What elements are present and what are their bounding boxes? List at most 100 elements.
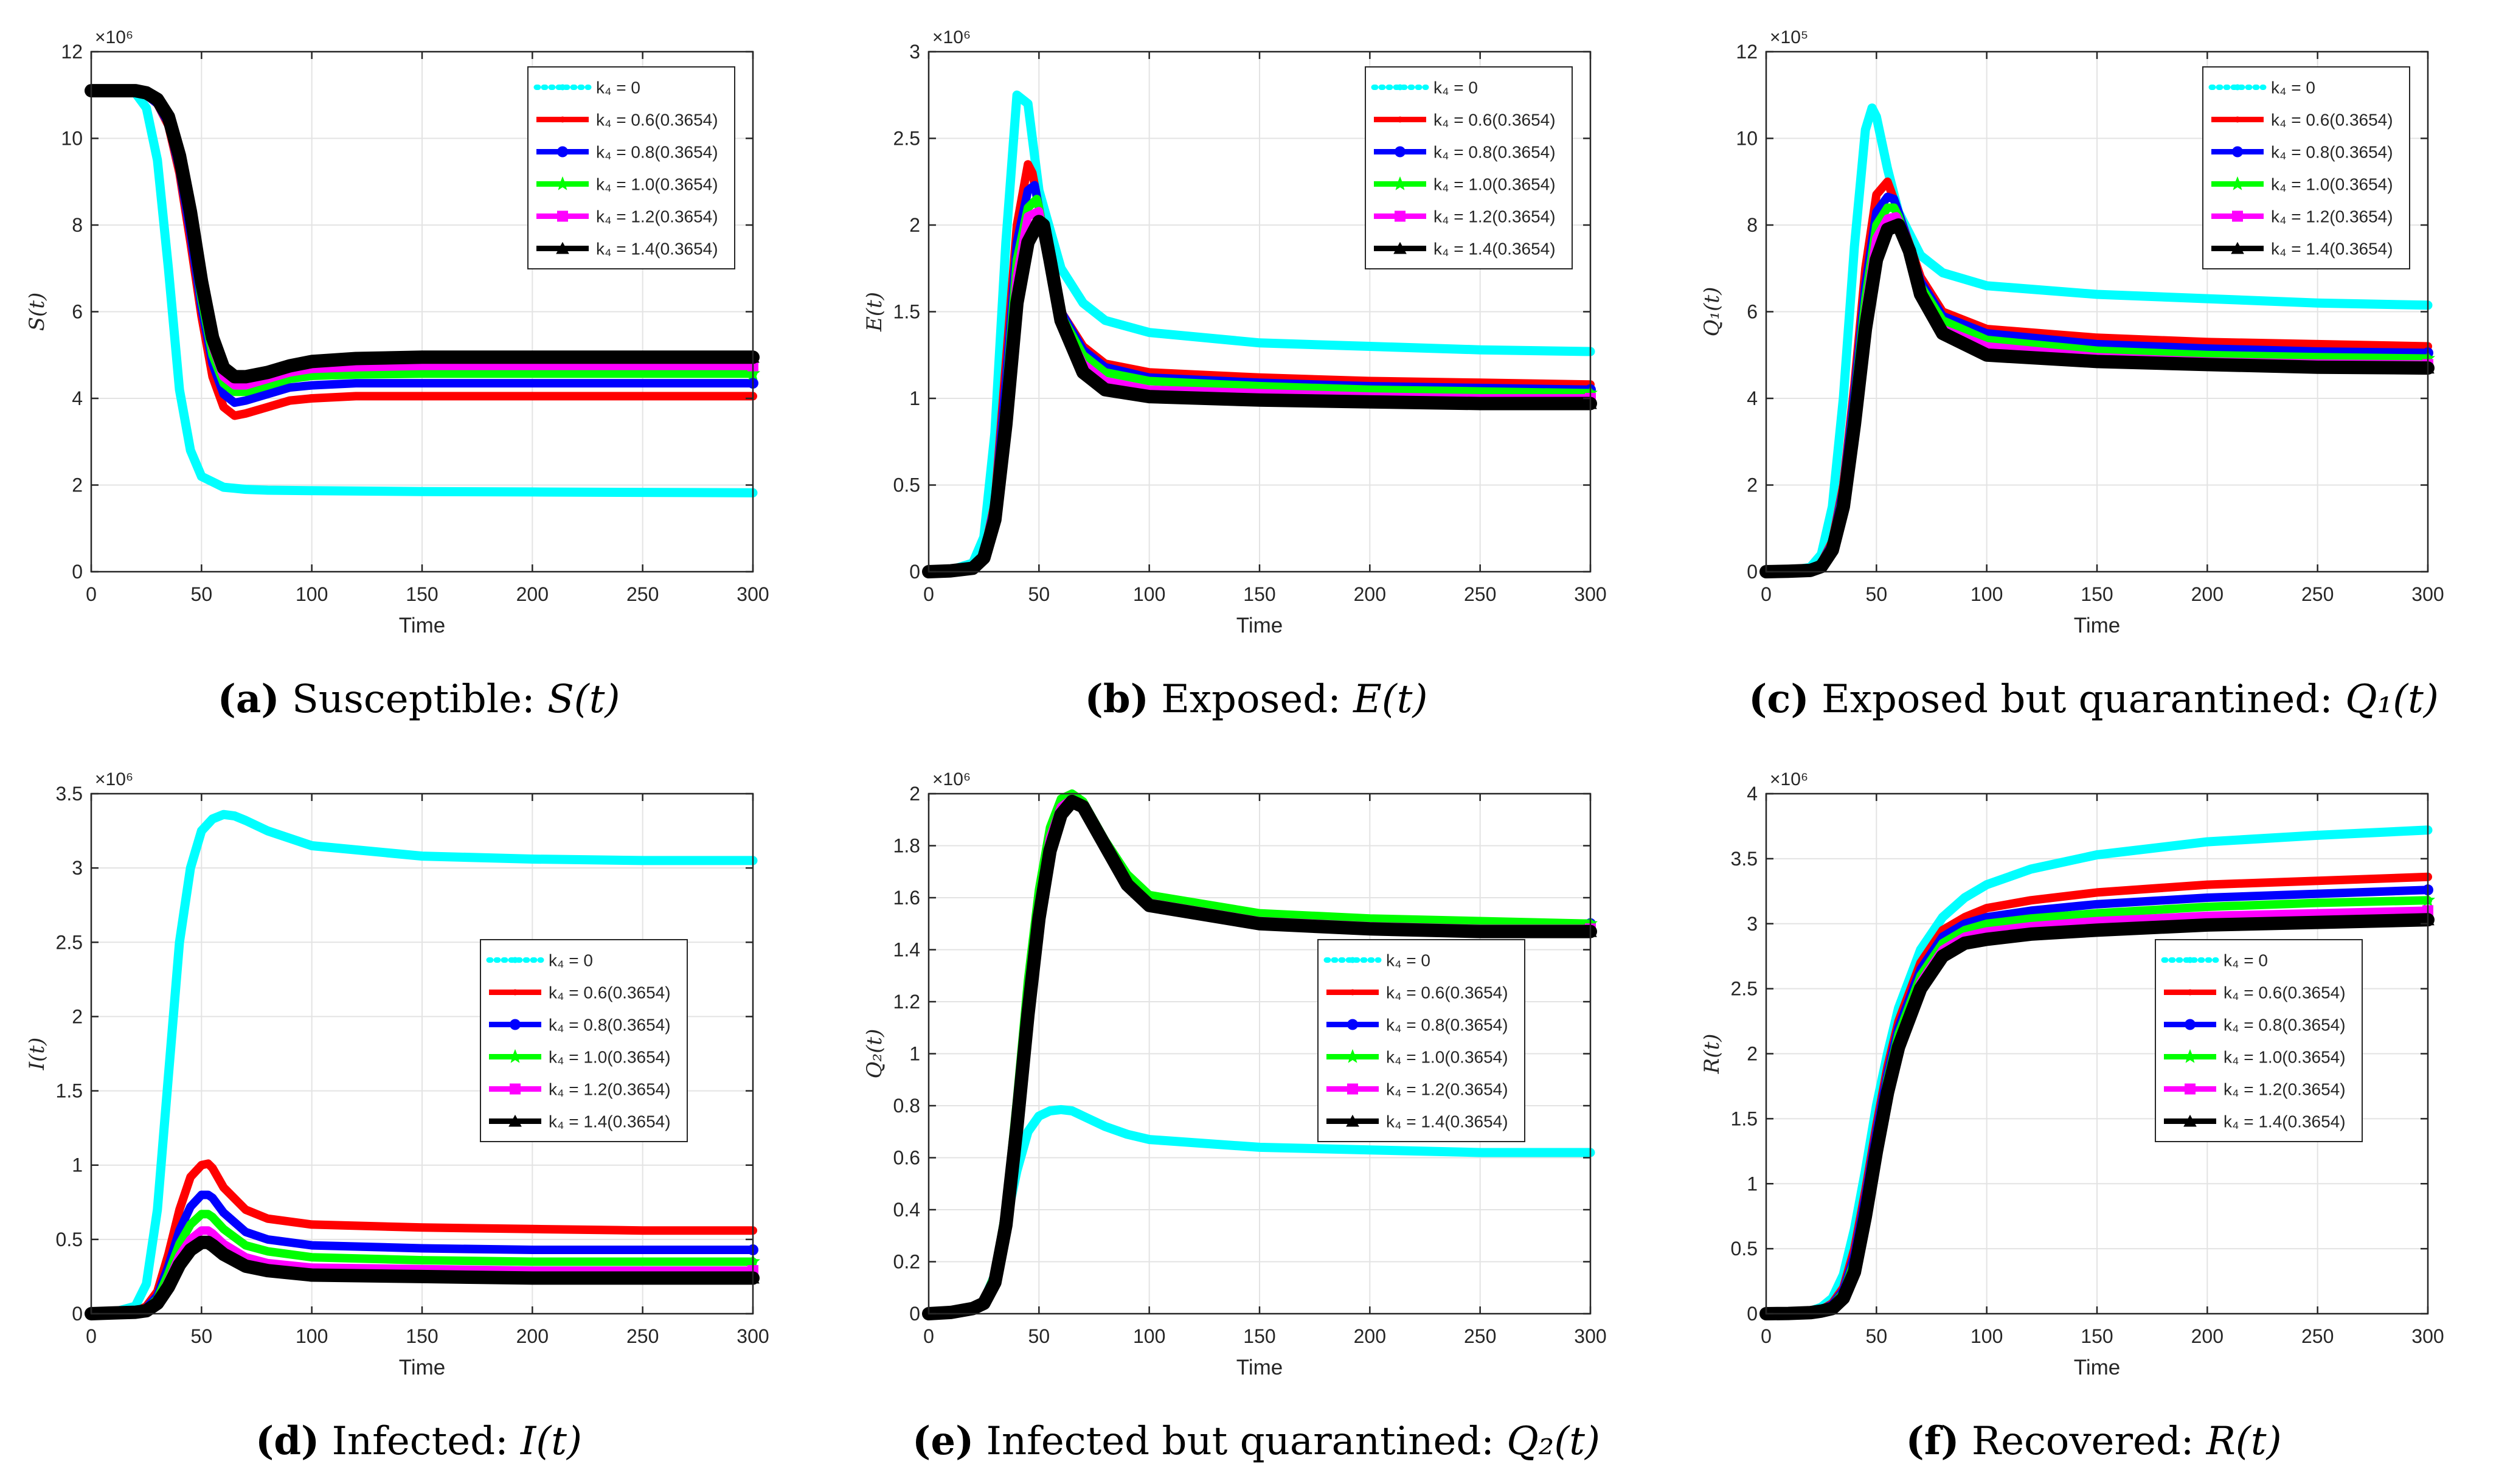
legend-box <box>527 66 735 269</box>
tick-label-y: 0 <box>1747 561 1758 583</box>
tick-label-y: 3 <box>909 41 920 63</box>
chart-recovered: 0 50 100 150 200 250 300 0 0.5 1 1.5 2 2.5 3 3.5 4 ×10⁶ T… <box>1700 769 2444 1379</box>
x-axis-label: Time <box>399 1356 445 1379</box>
legend: k₄ = 0 k₄ = 0.6(0.3654) k₄ = 0.8(0.3654) k₄… <box>1317 939 1525 1142</box>
marker-triangle <box>2231 241 2244 254</box>
legend-entry-label: k₄ = 0.8(0.3654) <box>596 143 718 162</box>
legend-entry-label: k₄ = 1.2(0.3654) <box>2271 207 2393 226</box>
marker-dot <box>512 957 518 963</box>
legend-entry-label: k₄ = 0 <box>1433 78 1478 97</box>
marker-circle <box>1347 1019 1358 1030</box>
legend-entry-label: k₄ = 0.8(0.3654) <box>1433 143 1556 162</box>
tick-label-y: 3 <box>1747 913 1758 935</box>
legend-entry-label: k₄ = 1.0(0.3654) <box>2224 1048 2346 1067</box>
series-group <box>85 84 760 498</box>
series-group <box>922 90 1598 578</box>
tick-label-x: 50 <box>1028 1325 1050 1347</box>
tick-label-y: 1.4 <box>893 939 920 961</box>
legend-entry-label: k₄ = 0.8(0.3654) <box>549 1016 671 1035</box>
marker-circle <box>557 146 568 158</box>
tick-label-x: 0 <box>923 583 934 605</box>
caption-d: (d) Infected: I(t) <box>0 1418 837 1464</box>
legend: k₄ = 0 k₄ = 0.6(0.3654) k₄ = 0.8(0.3654) k₄… <box>480 939 688 1142</box>
legend-entry-label: k₄ = 0.6(0.3654) <box>549 983 671 1002</box>
tick-label-x: 50 <box>1866 583 1888 605</box>
tick-label-y: 2.5 <box>893 128 920 150</box>
x-axis-label: Time <box>2074 614 2120 637</box>
caption-text: Exposed: <box>1161 677 1341 722</box>
tick-label-x: 100 <box>296 1325 328 1347</box>
marker-circle <box>2185 1019 2196 1030</box>
marker-dot <box>512 989 518 996</box>
caption-text: Infected but quarantined: <box>986 1419 1494 1464</box>
tick-label-y: 8 <box>72 214 83 236</box>
series-line <box>922 215 1597 578</box>
ticks: 0 50 100 150 200 250 300 0 2 4 6 8 10 12 <box>1736 41 2444 605</box>
marker-dot <box>1350 989 1356 996</box>
tick-label-y: 10 <box>1736 128 1758 150</box>
tick-label-y: 1.2 <box>893 991 920 1013</box>
tick-label-x: 250 <box>1464 1325 1496 1347</box>
tick-label-x: 250 <box>2301 583 2334 605</box>
series-line <box>1759 218 2435 578</box>
tick-label-y: 0.5 <box>893 474 920 496</box>
caption-text: Susceptible: <box>291 677 535 722</box>
tick-label-x: 250 <box>2301 1325 2334 1347</box>
marker-dot <box>1350 957 1356 963</box>
legend-entry-label: k₄ = 1.4(0.3654) <box>2224 1112 2346 1131</box>
ticks: 0 50 100 150 200 250 300 0 0.5 1 1.5 2 2.5 3 3.5 4 <box>1731 783 2444 1347</box>
tick-label-x: 100 <box>296 583 328 605</box>
tick-label-y: 6 <box>72 301 83 323</box>
tick-label-x: 300 <box>737 583 769 605</box>
series-line <box>85 1235 760 1320</box>
tick-label-y: 3.5 <box>1731 848 1758 870</box>
marker-square <box>1395 210 1406 222</box>
marker-square <box>1347 1083 1358 1095</box>
panel-a: 0 50 100 150 200 250 300 0 2 4 6 8 10 12 ×10⁶ Time S(t) k… <box>0 0 837 742</box>
tick-label-x: 200 <box>2191 583 2224 605</box>
caption-c: (c) Exposed but quarantined: Q₁(t) <box>1675 676 2512 722</box>
tick-label-x: 200 <box>516 583 549 605</box>
legend-entry-label: k₄ = 1.2(0.3654) <box>2224 1080 2346 1099</box>
marker-triangle <box>1393 241 1407 254</box>
series-group <box>1759 825 2435 1320</box>
tick-label-x: 50 <box>1028 583 1050 605</box>
marker-dot <box>560 116 566 123</box>
chart-exposed: 0 50 100 150 200 250 300 0 0.5 1 1.5 2 2.5 3 ×10⁶ Time E… <box>862 27 1607 637</box>
tick-label-y: 0.8 <box>893 1095 920 1117</box>
series-line <box>86 86 758 498</box>
legend-entry-label: k₄ = 1.0(0.3654) <box>2271 175 2393 194</box>
tick-label-y: 1 <box>909 1043 920 1065</box>
marker-circle <box>510 1019 521 1030</box>
series-line <box>86 810 758 1319</box>
tick-label-y: 0.2 <box>893 1251 920 1273</box>
marker-square <box>2185 1083 2196 1095</box>
tick-label-y: 2.5 <box>56 931 83 953</box>
tick-label-x: 0 <box>923 1325 934 1347</box>
legend-entry-label: k₄ = 1.0(0.3654) <box>1433 175 1556 194</box>
tick-label-y: 0.4 <box>893 1199 920 1221</box>
series-line <box>85 84 760 384</box>
tick-label-y: 1.6 <box>893 887 920 909</box>
marker-triangle <box>556 241 569 254</box>
caption-math: S(t) <box>547 677 620 722</box>
tick-label-x: 50 <box>191 1325 213 1347</box>
tick-label-x: 100 <box>1971 583 2003 605</box>
legend-entry-label: k₄ = 0.8(0.3654) <box>1386 1016 1508 1035</box>
tick-label-x: 200 <box>2191 1325 2224 1347</box>
y-axis-label: R(t) <box>1700 1034 1724 1075</box>
tick-label-y: 2 <box>72 474 83 496</box>
caption-text: Exposed but quarantined: <box>1821 677 2333 722</box>
tick-label-x: 0 <box>1761 583 1772 605</box>
legend-entry-label: k₄ = 1.2(0.3654) <box>1386 1080 1508 1099</box>
x-axis-label: Time <box>2074 1356 2120 1379</box>
legend-entry-label: k₄ = 0.6(0.3654) <box>2224 983 2346 1002</box>
tick-label-x: 150 <box>1243 583 1275 605</box>
legend-box <box>2202 66 2410 269</box>
legend: k₄ = 0 k₄ = 0.6(0.3654) k₄ = 0.8(0.3654) k₄… <box>2155 939 2363 1142</box>
tick-label-x: 100 <box>1133 583 1165 605</box>
series-group <box>922 789 1598 1320</box>
y-axis-label: E(t) <box>862 292 887 332</box>
panel-d: 0 50 100 150 200 250 300 0 0.5 1 1.5 2 2.5 3 3.5 ×10⁶ Ti… <box>0 742 837 1484</box>
